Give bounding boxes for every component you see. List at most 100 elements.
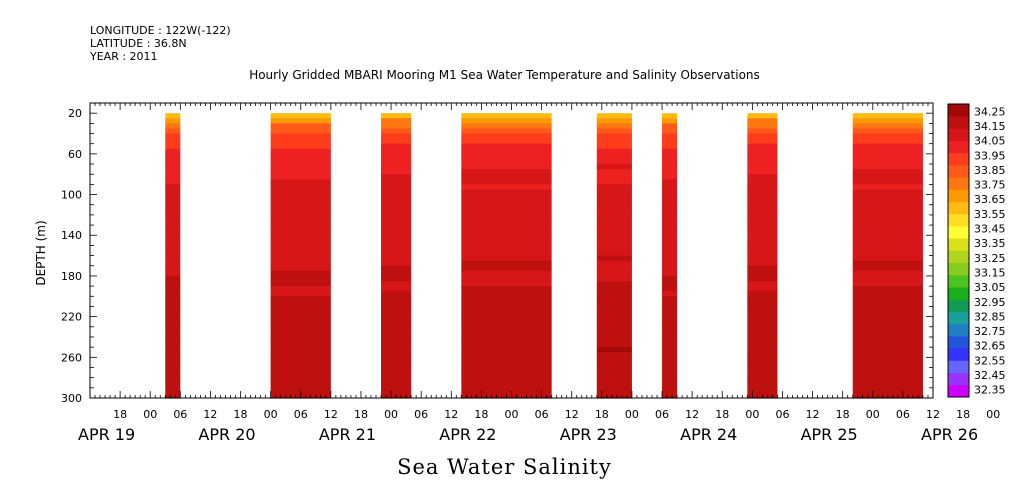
salinity-cell <box>596 184 632 191</box>
salinity-cell <box>747 357 778 363</box>
x-hour-tick-label: 00 <box>745 408 759 421</box>
salinity-cell <box>596 362 632 369</box>
salinity-cell <box>381 230 412 236</box>
colorbar-label: 33.25 <box>974 252 1006 265</box>
salinity-cell <box>852 357 923 363</box>
salinity-cell <box>596 199 632 206</box>
salinity-cell <box>461 342 552 348</box>
salinity-cell <box>381 367 412 374</box>
salinity-cell <box>461 209 552 216</box>
colorbar-swatch <box>948 335 969 349</box>
salinity-cell <box>747 331 778 338</box>
salinity-cell <box>461 352 552 358</box>
salinity-cell <box>852 169 923 175</box>
salinity-cell <box>165 357 181 363</box>
salinity-cell <box>461 286 552 292</box>
salinity-cell <box>381 250 412 257</box>
salinity-cell <box>165 133 181 140</box>
y-tick-label: 300 <box>61 392 82 405</box>
salinity-cell <box>461 362 552 369</box>
salinity-cell <box>461 316 552 323</box>
salinity-cell <box>165 260 181 267</box>
salinity-cell <box>381 138 412 145</box>
salinity-cell <box>165 209 181 216</box>
salinity-cell <box>381 326 412 333</box>
salinity-cell <box>381 270 412 277</box>
salinity-cell <box>662 179 678 185</box>
salinity-cell <box>747 296 778 302</box>
salinity-cell <box>165 214 181 221</box>
salinity-cell <box>461 260 552 267</box>
data-block <box>461 113 552 399</box>
salinity-cell <box>747 179 778 185</box>
x-hour-tick-label: 00 <box>505 408 519 421</box>
x-day-label: APR 24 <box>680 425 737 444</box>
salinity-cell <box>270 342 331 348</box>
colorbar-swatch <box>948 128 969 142</box>
salinity-cell <box>747 164 778 170</box>
salinity-cell <box>270 372 331 379</box>
salinity-cell <box>165 245 181 252</box>
salinity-cell <box>270 158 331 165</box>
salinity-cell <box>596 189 632 196</box>
salinity-cell <box>165 169 181 175</box>
salinity-cell <box>381 225 412 231</box>
salinity-cell <box>852 174 923 180</box>
salinity-cell <box>596 204 632 211</box>
salinity-cell <box>747 311 778 318</box>
salinity-cell <box>381 342 412 348</box>
salinity-cell <box>461 214 552 221</box>
salinity-cell <box>662 153 678 160</box>
salinity-cell <box>165 148 181 155</box>
x-hour-tick-label: 18 <box>715 408 729 421</box>
salinity-cell <box>381 194 412 201</box>
salinity-cell <box>662 158 678 165</box>
salinity-cell <box>461 301 552 308</box>
salinity-cell <box>270 209 331 216</box>
salinity-cell <box>596 113 632 119</box>
salinity-cell <box>461 230 552 236</box>
y-tick-label: 140 <box>61 229 82 242</box>
salinity-cell <box>852 286 923 292</box>
x-hour-tick-label: 18 <box>836 408 850 421</box>
salinity-cell <box>165 326 181 333</box>
salinity-cell <box>662 331 678 338</box>
salinity-cell <box>852 342 923 348</box>
salinity-cell <box>596 240 632 247</box>
salinity-cell <box>852 209 923 216</box>
salinity-cell <box>461 240 552 247</box>
salinity-cell <box>662 291 678 297</box>
data-block <box>852 113 923 399</box>
salinity-cell <box>662 296 678 302</box>
y-tick-label: 180 <box>61 270 82 283</box>
salinity-cell <box>270 194 331 201</box>
salinity-cell <box>747 230 778 236</box>
data-block <box>165 113 181 399</box>
salinity-cell <box>270 174 331 180</box>
salinity-cell <box>381 372 412 379</box>
x-hour-tick-label: 06 <box>294 408 308 421</box>
salinity-cell <box>852 128 923 135</box>
salinity-cell <box>381 174 412 180</box>
salinity-cell <box>747 321 778 328</box>
salinity-cell <box>662 143 678 150</box>
salinity-cell <box>747 387 778 394</box>
salinity-cell <box>662 260 678 267</box>
colorbar-swatch <box>948 165 969 178</box>
salinity-cell <box>381 260 412 267</box>
salinity-cell <box>852 352 923 358</box>
salinity-cell <box>852 123 923 130</box>
salinity-cell <box>381 214 412 221</box>
salinity-cell <box>270 204 331 211</box>
salinity-cell <box>596 265 632 272</box>
salinity-cell <box>662 148 678 155</box>
salinity-cell <box>662 306 678 313</box>
salinity-cell <box>852 225 923 231</box>
colorbar-swatch <box>948 262 969 276</box>
salinity-cell <box>596 209 632 216</box>
colorbar-label: 32.65 <box>974 340 1006 353</box>
data-block <box>596 113 632 399</box>
salinity-cell <box>596 260 632 267</box>
salinity-cell <box>747 372 778 379</box>
